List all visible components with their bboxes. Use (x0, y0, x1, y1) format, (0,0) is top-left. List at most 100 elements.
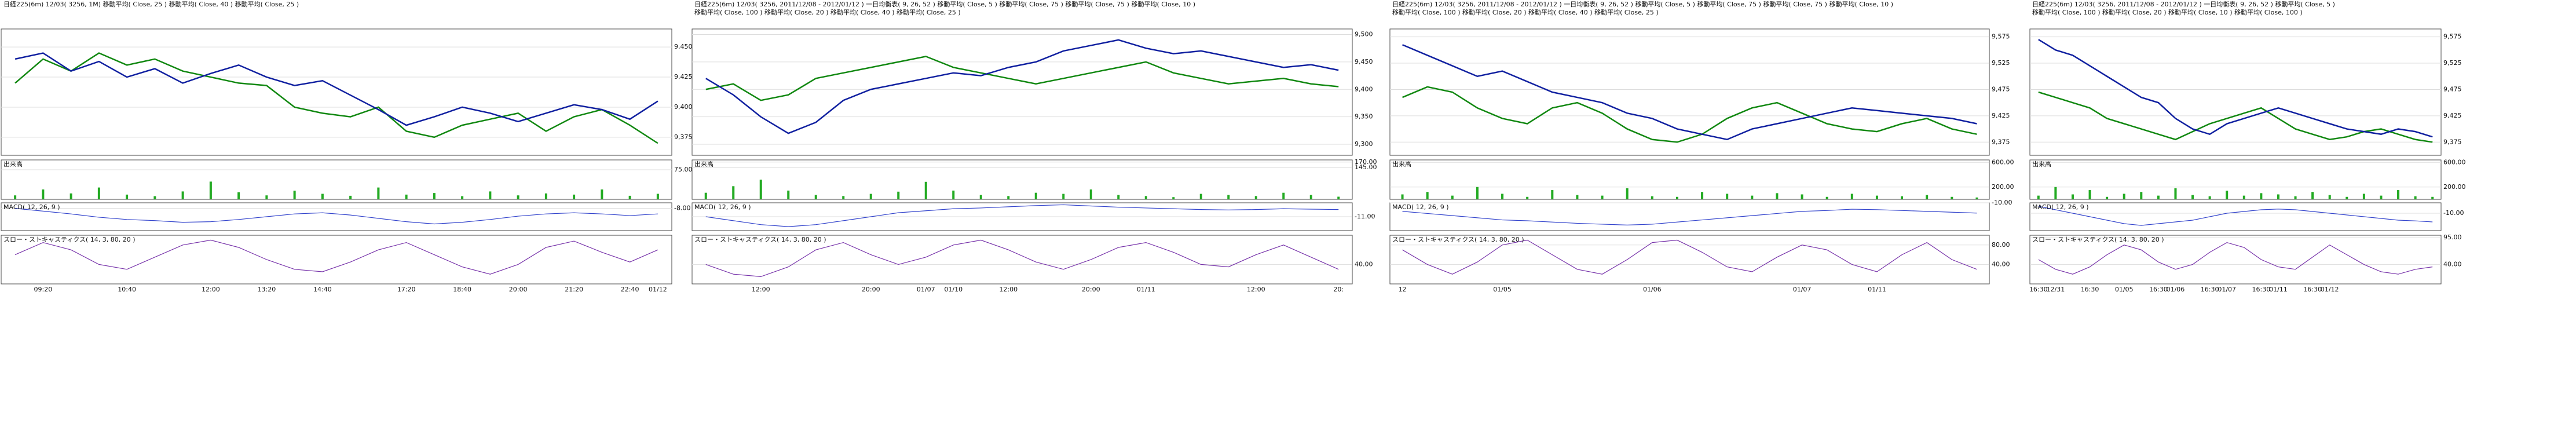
x-tick-label: 01/11 (1868, 286, 1886, 293)
volume-bar (897, 191, 900, 199)
chart-header: 移動平均( Close, 100 ) 移動平均( Close, 20 ) 移動平… (2032, 8, 2303, 16)
pane-frame (1389, 235, 1990, 284)
volume-bar (814, 195, 817, 199)
x-tick-label: 18:40 (453, 286, 471, 293)
volume-bar (97, 187, 100, 199)
volume-bar (544, 193, 547, 199)
axis-label: 95.00 (2443, 234, 2462, 241)
x-tick-label: 16:30 (2252, 286, 2271, 293)
volume-bar (2054, 187, 2057, 199)
axis-label: -10.00 (1992, 199, 2012, 206)
volume-bar (2380, 195, 2383, 199)
volume-bar (2071, 194, 2074, 199)
volume-bar (2362, 194, 2365, 199)
lagging-line (1402, 86, 1977, 143)
price-line (705, 39, 1339, 134)
axis-label: 200.00 (1992, 183, 2014, 191)
macd-line (2038, 206, 2433, 226)
volume-bar (2037, 195, 2040, 199)
pane-frame (2029, 28, 2442, 156)
macd-line (15, 208, 658, 225)
volume-bar (869, 194, 872, 199)
volume-bar (42, 189, 45, 199)
axis-label: 170.00 (1355, 158, 1377, 166)
volume-bar (2088, 190, 2091, 199)
volume-bar (69, 193, 72, 199)
pane-label: スロー・ストキャスティクス( 14, 3, 80, 20 ) (2032, 236, 2164, 243)
pane-label: 出来高 (3, 160, 23, 168)
axis-label: 9,500 (1355, 30, 1373, 38)
volume-bar (1476, 187, 1479, 199)
axis-label: 9,450 (1355, 58, 1373, 65)
volume-bar (979, 195, 982, 199)
axis-label: -11.00 (1355, 213, 1375, 220)
x-tick-label: 12:00 (999, 286, 1018, 293)
volume-bar (1144, 196, 1147, 199)
volume-bar (1726, 194, 1729, 199)
x-tick-label: 01/06 (2167, 286, 2185, 293)
pane-label: MACD( 12, 26, 9 ) (2032, 203, 2089, 211)
pane-frame (1, 159, 672, 200)
x-tick-label: 01/12 (2321, 286, 2339, 293)
x-tick-label: 10:40 (118, 286, 136, 293)
x-tick-label: 12/31 (2047, 286, 2065, 293)
volume-bar (2397, 190, 2400, 199)
pane-label: スロー・ストキャスティクス( 14, 3, 80, 20 ) (694, 236, 826, 243)
x-tick-label: 12:00 (752, 286, 770, 293)
pane-frame (691, 235, 1353, 284)
x-tick-label: 01/07 (917, 286, 935, 293)
stoch-line (14, 239, 658, 275)
stoch-line (1402, 239, 1977, 275)
x-tick-label: 22:40 (621, 286, 639, 293)
volume-bar (601, 189, 603, 199)
volume-bar (1199, 194, 1202, 199)
axis-label: 40.00 (1992, 260, 2010, 268)
axis-label: 9,575 (2443, 33, 2462, 41)
volume-bar (293, 191, 296, 199)
axis-label: 40.00 (2443, 260, 2462, 268)
volume-bar (1850, 194, 1853, 199)
volume-bar (2242, 195, 2245, 199)
axis-label: 9,375 (2443, 138, 2462, 145)
axis-label: -10.00 (2443, 209, 2464, 217)
pane-frame (2029, 159, 2442, 200)
volume-bar (656, 194, 659, 199)
x-tick-label: 01/12 (649, 286, 667, 293)
axis-label: 9,575 (1992, 33, 2010, 41)
volume-bar (2208, 196, 2211, 199)
volume-bar (377, 187, 380, 199)
pane-frame (1, 202, 672, 231)
volume-bar (2431, 196, 2434, 199)
x-tick-label: 01/05 (1493, 286, 1512, 293)
price-line (1402, 44, 1977, 141)
chart-header: 日経225(6m) 12/03( 3256, 1M) 移動平均( Close, … (3, 0, 299, 8)
x-tick-label: 17:20 (397, 286, 416, 293)
volume-bar (237, 192, 240, 199)
volume-bar (14, 195, 17, 199)
volume-bar (1254, 196, 1257, 199)
volume-bar (1309, 195, 1312, 199)
volume-bar (1901, 196, 1904, 199)
axis-label: 9,450 (674, 43, 693, 50)
pane-label: MACD( 12, 26, 9 ) (1392, 203, 1449, 211)
axis-label: 9,400 (674, 103, 693, 111)
volume-bar (181, 191, 184, 199)
volume-bar (704, 192, 707, 199)
chart-header: 日経225(6m) 12/03( 3256, 2011/12/08 - 2012… (2032, 0, 2335, 8)
axis-label: 9,475 (2443, 85, 2462, 93)
volume-bar (489, 191, 492, 199)
x-tick-label: 01/07 (1793, 286, 1812, 293)
pane-frame (691, 159, 1353, 200)
pane-label: 出来高 (2032, 160, 2051, 168)
volume-bar (2174, 188, 2177, 199)
x-tick-label: 01/11 (1137, 286, 1155, 293)
pane-frame (691, 28, 1353, 156)
axis-label: 9,375 (1992, 138, 2010, 145)
volume-bar (2260, 193, 2263, 199)
axis-label: 9,300 (1355, 140, 1373, 148)
x-tick-label: 21:20 (565, 286, 583, 293)
axis-label: 9,425 (2443, 112, 2462, 119)
volume-bar (126, 194, 129, 199)
x-tick-label: 16:30 (2029, 286, 2048, 293)
